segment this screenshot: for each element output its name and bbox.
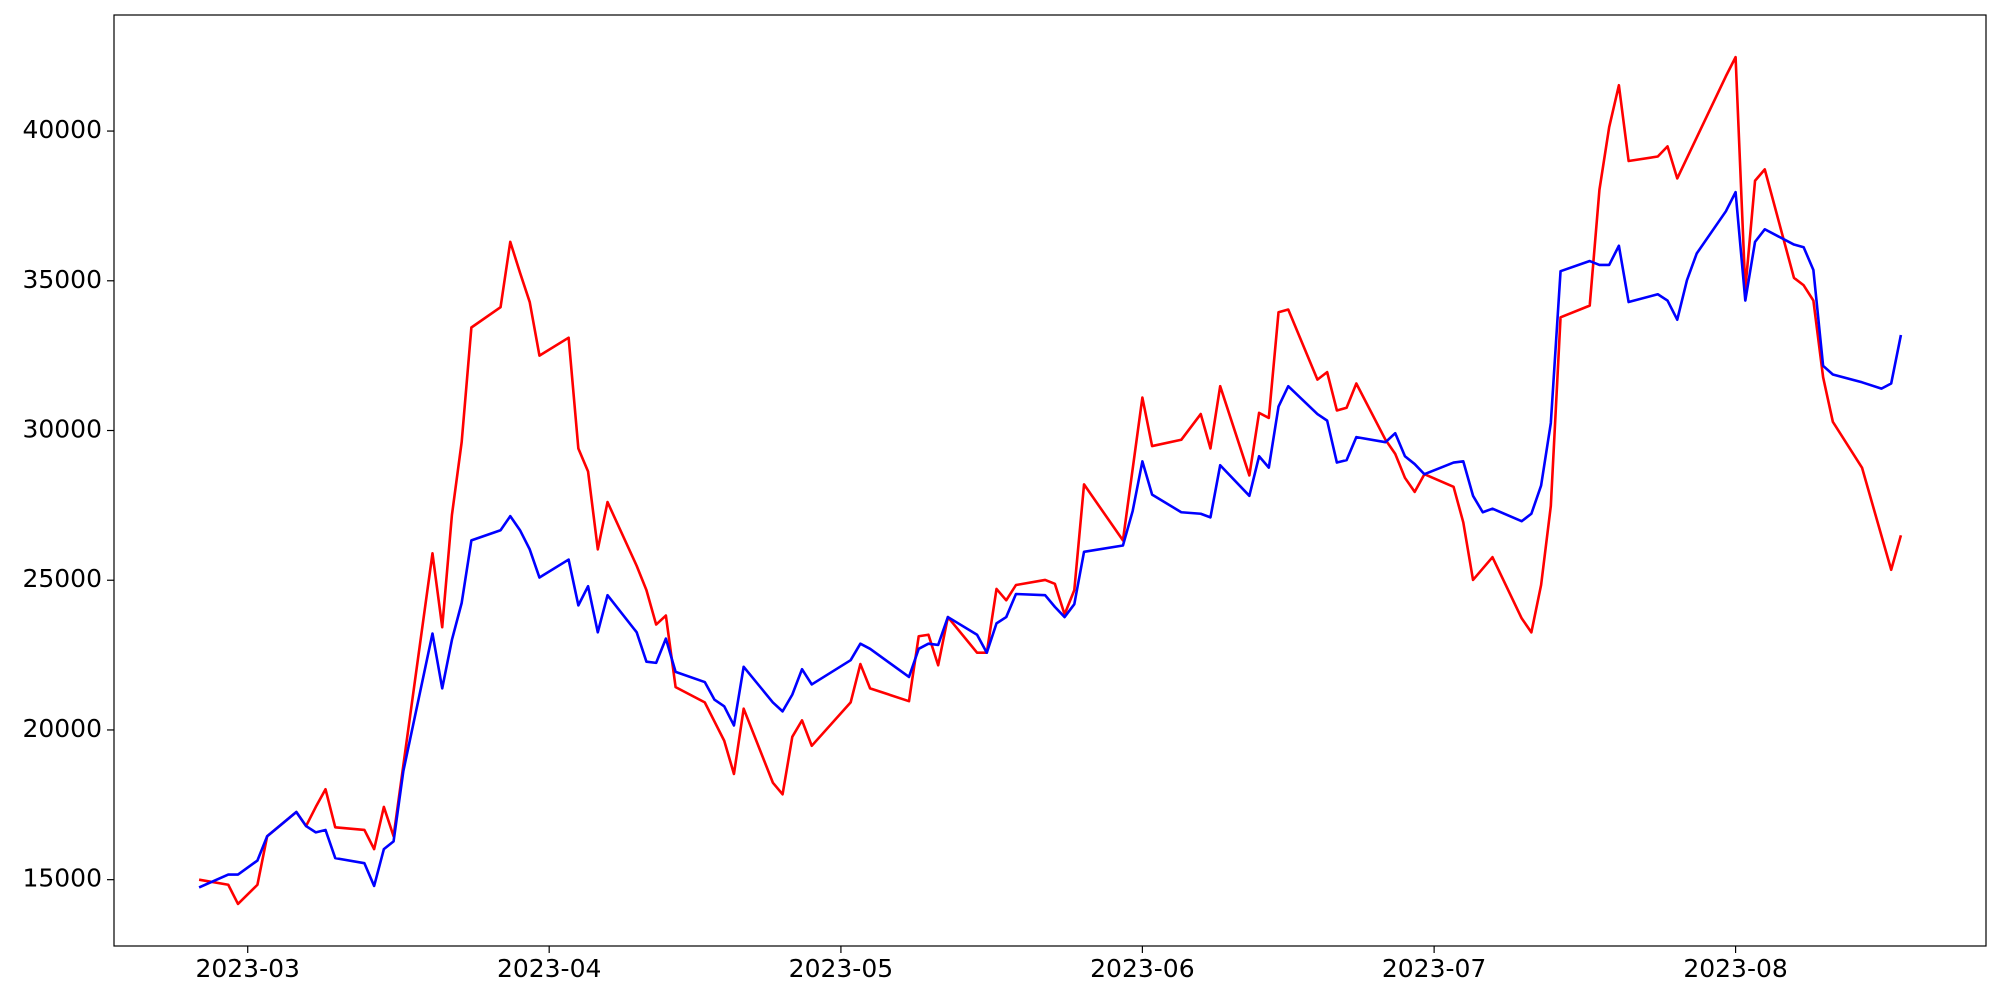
x-tick-label: 2023-08 — [1683, 954, 1787, 983]
data-line — [198, 190, 1903, 889]
data-line — [198, 55, 1903, 906]
x-tick-label: 2023-07 — [1382, 954, 1486, 983]
x-tick-label: 2023-06 — [1090, 954, 1194, 983]
y-tick-label: 25000 — [22, 564, 102, 593]
x-tick-label: 2023-04 — [497, 954, 601, 983]
y-tick-label: 30000 — [22, 415, 102, 444]
plot-frame — [113, 14, 1987, 947]
y-tick-label: 40000 — [22, 115, 102, 144]
y-tick-label: 35000 — [22, 265, 102, 294]
y-tick-label: 15000 — [22, 864, 102, 893]
y-tick-label: 20000 — [22, 714, 102, 743]
x-tick-label: 2023-03 — [195, 954, 299, 983]
x-tick-label: 2023-05 — [789, 954, 893, 983]
